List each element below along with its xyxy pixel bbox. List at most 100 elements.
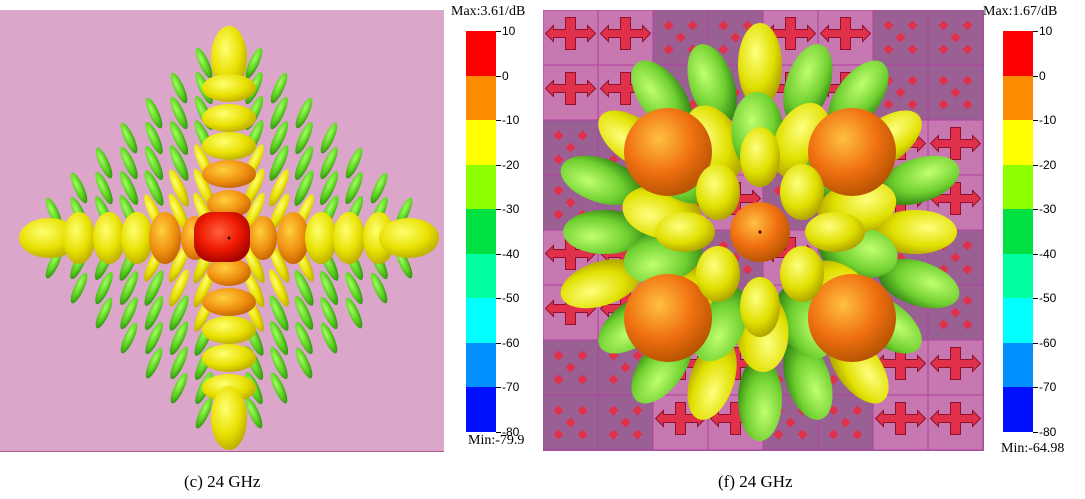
side-lobe xyxy=(269,295,289,331)
inner-lobe xyxy=(696,164,740,220)
diamond-element xyxy=(718,20,729,31)
diamond-element xyxy=(962,240,973,251)
colorbar-segment xyxy=(466,120,496,165)
side-lobe xyxy=(120,146,138,180)
main-lobe-horizontal xyxy=(333,212,365,264)
side-lobe xyxy=(119,271,139,305)
inner-lobe xyxy=(780,246,824,302)
colorbar-segment xyxy=(466,164,496,209)
side-lobe xyxy=(243,268,265,308)
outer-lobe xyxy=(878,258,960,309)
colorbar-tick-label: -30 xyxy=(1032,202,1057,216)
diamond-element xyxy=(962,44,973,55)
radiation-pattern-plot-f xyxy=(543,10,984,451)
diamond-element xyxy=(742,264,753,275)
diamond-element xyxy=(950,307,961,318)
colorbar-segment xyxy=(1003,253,1033,298)
side-lobe xyxy=(370,172,388,204)
diamond-element xyxy=(907,99,918,110)
side-lobe xyxy=(145,347,163,379)
origin-marker-c xyxy=(227,236,231,240)
side-lobe xyxy=(193,168,215,208)
main-lobe-horizontal xyxy=(93,212,125,264)
diamond-element xyxy=(883,20,894,31)
diamond-element xyxy=(620,417,631,428)
main-lobe-vertical xyxy=(202,132,256,160)
diamond-element xyxy=(632,429,643,440)
side-lobe xyxy=(294,146,314,180)
diamond-element xyxy=(577,429,588,440)
outer-lobe xyxy=(738,357,782,441)
main-lobe-vertical xyxy=(202,74,256,102)
main-lobe-vertical xyxy=(207,258,251,286)
diagonal-lobe xyxy=(624,108,712,196)
outer-lobe xyxy=(878,155,960,206)
colorbar-tick-label: -60 xyxy=(495,335,520,350)
inner-lobe xyxy=(740,127,780,187)
side-lobe xyxy=(269,321,289,355)
colorbar-tick-label: -50 xyxy=(495,291,520,305)
colorbar-segment xyxy=(466,253,496,298)
side-lobe xyxy=(243,192,265,234)
max-label-f: Max:1.67/dB xyxy=(983,4,1058,19)
side-lobe xyxy=(145,321,163,355)
lobes-f xyxy=(560,23,960,441)
colorbar-segment xyxy=(466,209,496,254)
min-label-f: Min:-64.98 xyxy=(1001,441,1065,456)
diamond-element xyxy=(577,405,588,416)
diamond-element xyxy=(608,429,619,440)
side-lobe xyxy=(320,146,338,180)
side-lobe xyxy=(70,172,88,204)
diamond-element xyxy=(907,44,918,55)
side-lobe xyxy=(168,243,190,283)
radiation-pattern-plot-c xyxy=(0,10,444,452)
outer-lobe xyxy=(687,338,737,420)
diamond-element xyxy=(565,417,576,428)
diamond-element xyxy=(553,405,564,416)
colorbar-segment xyxy=(466,31,496,76)
diamond-element xyxy=(938,75,949,86)
side-lobe xyxy=(243,242,265,284)
colorbar-tick-label: -20 xyxy=(1032,157,1057,172)
colorbar-tick-label: 10 xyxy=(1032,24,1053,38)
diamond-element xyxy=(883,99,894,110)
diagonal-lobe xyxy=(808,274,896,362)
side-lobe xyxy=(119,171,139,205)
side-lobe xyxy=(269,121,289,155)
colorbar-segment xyxy=(1003,164,1033,209)
side-lobe xyxy=(169,295,189,331)
inner-lobe xyxy=(780,164,824,220)
side-lobe xyxy=(294,270,314,306)
side-lobe xyxy=(270,346,288,380)
diamond-element xyxy=(632,350,643,361)
colorbar-tick-label: 0 xyxy=(496,68,509,83)
side-lobe xyxy=(169,169,189,207)
side-lobe xyxy=(319,171,339,205)
side-lobe xyxy=(170,72,188,104)
diamond-element xyxy=(553,130,564,141)
main-lobe-vertical xyxy=(202,316,256,344)
diamond-element xyxy=(553,154,564,165)
colorbar-tick-label: -70 xyxy=(495,380,520,394)
diamond-element xyxy=(553,209,564,220)
diamond-element xyxy=(938,20,949,31)
cross-element xyxy=(544,17,597,50)
colorbar-c xyxy=(466,31,496,432)
diamond-element xyxy=(687,20,698,31)
diamond-element xyxy=(553,429,564,440)
diamond-element xyxy=(675,32,686,43)
side-lobe xyxy=(345,147,363,179)
colorbar-tick-label: -10 xyxy=(1032,113,1057,127)
inner-lobe xyxy=(696,246,740,302)
main-lobe-horizontal xyxy=(63,212,95,264)
side-lobe xyxy=(270,96,288,130)
diamond-element xyxy=(553,185,564,196)
diamond-element xyxy=(895,87,906,98)
main-lobe-horizontal xyxy=(19,218,79,258)
max-label-c: Max:3.61/dB xyxy=(451,4,526,19)
side-lobe xyxy=(95,271,113,305)
inner-lobe xyxy=(805,212,865,252)
colorbar-segment xyxy=(466,75,496,120)
side-lobe xyxy=(245,47,263,79)
diamond-element xyxy=(852,429,863,440)
